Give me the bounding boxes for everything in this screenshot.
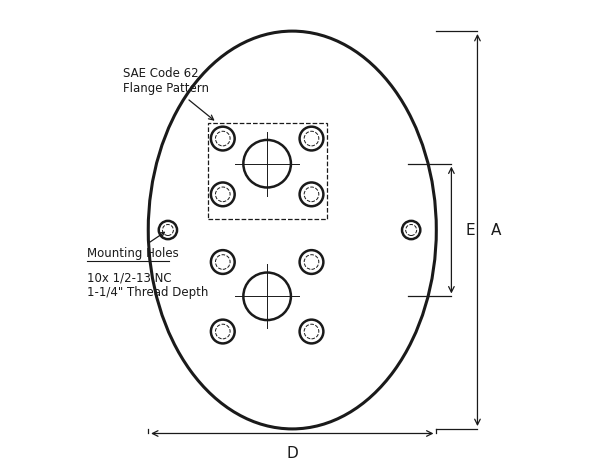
Text: SAE Code 62
Flange Pattern: SAE Code 62 Flange Pattern xyxy=(123,67,214,120)
Text: A: A xyxy=(491,223,502,238)
Text: D: D xyxy=(286,446,298,461)
Bar xyxy=(207,123,327,219)
Text: E: E xyxy=(465,223,475,238)
Text: 10x 1/2-13 NC
1-1/4" Thread Depth: 10x 1/2-13 NC 1-1/4" Thread Depth xyxy=(88,271,209,299)
Text: Mounting Holes: Mounting Holes xyxy=(88,232,179,260)
